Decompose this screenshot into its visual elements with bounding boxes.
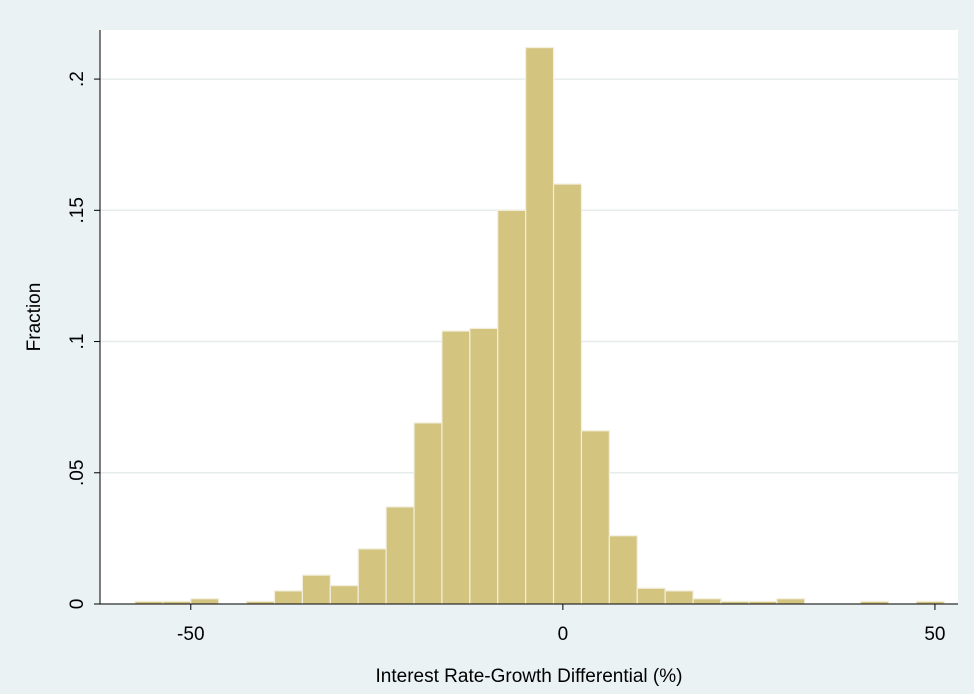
y-tick-label: 0	[67, 599, 88, 610]
bar	[413, 422, 443, 605]
y-axis-title: Fraction	[24, 283, 45, 352]
y-tick-label: .15	[67, 197, 88, 223]
x-tick-label: 50	[924, 624, 945, 645]
bar	[692, 598, 722, 605]
y-tick-label: .2	[67, 71, 88, 87]
bar	[580, 430, 610, 605]
bar	[664, 590, 694, 605]
x-tick-label: 0	[558, 624, 569, 645]
bar	[497, 209, 527, 605]
bar	[441, 330, 471, 605]
bar	[301, 574, 331, 605]
bar	[608, 535, 638, 605]
bar	[329, 585, 359, 605]
bar	[190, 598, 220, 605]
x-axis-title: Interest Rate-Growth Differential (%)	[376, 666, 683, 687]
y-tick-label: .05	[67, 460, 88, 486]
bar	[469, 327, 499, 605]
bar	[273, 590, 304, 605]
y-tick-label: .1	[67, 334, 88, 350]
bar	[525, 46, 555, 605]
bar	[385, 506, 415, 605]
bar	[552, 183, 583, 605]
x-tick-label: -50	[177, 624, 204, 645]
bar	[636, 587, 666, 605]
bar	[776, 598, 806, 605]
bar	[357, 548, 387, 605]
